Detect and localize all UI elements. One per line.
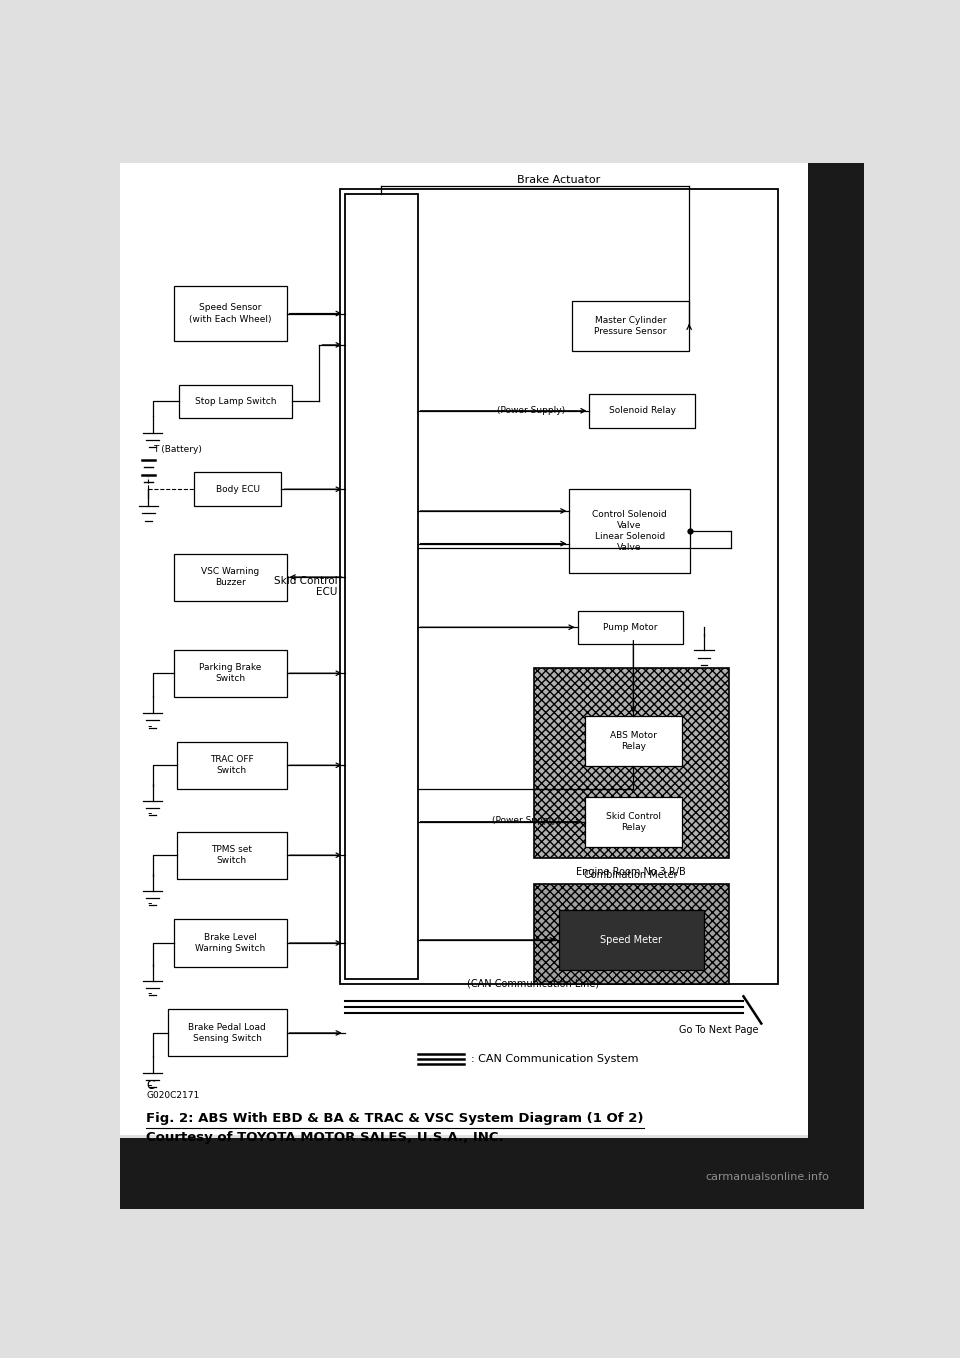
Text: Go To Next Page: Go To Next Page xyxy=(679,1025,758,1035)
Bar xyxy=(589,394,695,428)
Text: Skid Control
Relay: Skid Control Relay xyxy=(606,812,660,832)
Text: : CAN Communication System: : CAN Communication System xyxy=(471,1054,638,1065)
Text: carmanualsonline.info: carmanualsonline.info xyxy=(706,1172,829,1183)
Bar xyxy=(569,489,690,573)
Bar xyxy=(534,884,729,983)
Bar xyxy=(179,384,292,418)
Bar xyxy=(174,554,287,600)
Bar xyxy=(168,1009,287,1057)
Text: Speed Meter: Speed Meter xyxy=(600,934,662,945)
Bar xyxy=(177,831,287,879)
Text: ABS Motor
Relay: ABS Motor Relay xyxy=(610,731,657,751)
Bar xyxy=(174,287,287,341)
Text: Fig. 2: ABS With EBD & BA & TRAC & VSC System Diagram (1 Of 2): Fig. 2: ABS With EBD & BA & TRAC & VSC S… xyxy=(146,1112,643,1126)
Text: Master Cylinder
Pressure Sensor: Master Cylinder Pressure Sensor xyxy=(594,316,666,337)
Bar xyxy=(194,473,281,507)
Bar xyxy=(174,649,287,697)
Text: VSC Warning
Buzzer: VSC Warning Buzzer xyxy=(201,568,259,587)
Text: TPMS set
Switch: TPMS set Switch xyxy=(211,845,252,865)
Text: Engine Room No.3 R/B: Engine Room No.3 R/B xyxy=(576,866,686,877)
Text: Brake Actuator: Brake Actuator xyxy=(517,175,601,185)
Text: (Power Supply): (Power Supply) xyxy=(492,816,560,826)
Text: TRAC OFF
Switch: TRAC OFF Switch xyxy=(210,755,253,775)
Text: -: - xyxy=(148,896,152,910)
Bar xyxy=(174,919,287,967)
Text: (Power Supply): (Power Supply) xyxy=(497,406,565,416)
Text: (CAN Communication Line): (CAN Communication Line) xyxy=(467,979,599,989)
Bar xyxy=(571,301,689,352)
Bar xyxy=(340,189,778,983)
Bar xyxy=(559,910,704,970)
Bar xyxy=(578,611,684,644)
Text: G020C2171: G020C2171 xyxy=(146,1092,200,1100)
Text: -: - xyxy=(148,987,152,999)
Text: Brake Level
Warning Switch: Brake Level Warning Switch xyxy=(195,933,265,953)
Bar xyxy=(808,163,864,1209)
Bar xyxy=(585,797,682,847)
Bar xyxy=(345,194,418,979)
Text: T (Battery): T (Battery) xyxy=(153,445,202,454)
Text: Skid Control
ECU: Skid Control ECU xyxy=(274,576,337,598)
Bar xyxy=(120,1138,808,1209)
Text: Brake Pedal Load
Sensing Switch: Brake Pedal Load Sensing Switch xyxy=(188,1023,266,1043)
Text: Solenoid Relay: Solenoid Relay xyxy=(609,406,676,416)
Bar xyxy=(177,741,287,789)
Text: Combination Meter: Combination Meter xyxy=(585,870,678,880)
Text: -: - xyxy=(148,720,152,733)
Text: Courtesy of TOYOTA MOTOR SALES, U.S.A., INC.: Courtesy of TOYOTA MOTOR SALES, U.S.A., … xyxy=(146,1131,504,1145)
Bar xyxy=(585,716,682,766)
Text: Parking Brake
Switch: Parking Brake Switch xyxy=(199,663,261,683)
Text: Body ECU: Body ECU xyxy=(216,485,259,494)
Text: Fig. 2: ABS With EBD & BA & TRAC & VSC System Diagram (1 Of 2): Fig. 2: ABS With EBD & BA & TRAC & VSC S… xyxy=(146,1112,643,1126)
Text: -: - xyxy=(148,1078,152,1092)
Text: Stop Lamp Switch: Stop Lamp Switch xyxy=(195,397,276,406)
Bar xyxy=(534,668,729,858)
Text: Control Solenoid
Valve
Linear Solenoid
Valve: Control Solenoid Valve Linear Solenoid V… xyxy=(592,509,667,553)
Text: -: - xyxy=(148,807,152,820)
Text: Speed Sensor
(with Each Wheel): Speed Sensor (with Each Wheel) xyxy=(189,303,272,323)
Text: C: C xyxy=(146,1078,155,1092)
Text: Pump Motor: Pump Motor xyxy=(603,623,658,631)
